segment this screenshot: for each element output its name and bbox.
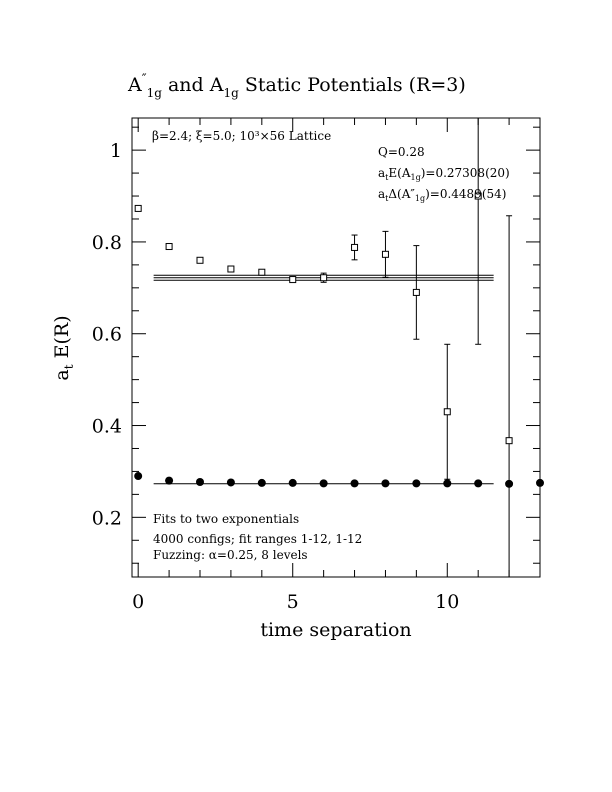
data-point-circle: [350, 479, 359, 488]
delta-pre: a: [378, 187, 385, 201]
e1g-post: )=0.27308(20): [421, 166, 510, 180]
data-point-square: [227, 265, 235, 273]
data-point-square: [320, 274, 328, 282]
data-point-square: [474, 192, 482, 200]
data-point-square: [351, 243, 359, 251]
e1g-mid: E(A: [388, 166, 410, 180]
title-mid: and A: [162, 74, 224, 96]
ylabel-rest: E(R): [51, 315, 73, 364]
data-point-circle: [319, 479, 328, 488]
y-tick-label: 1: [110, 140, 122, 162]
plot-frame: [131, 117, 541, 578]
data-point-square: [443, 408, 451, 416]
data-point-circle: [134, 472, 143, 481]
y-tick-label: 0.6: [92, 324, 122, 346]
note-line-1: Fits to two exponentials: [153, 512, 299, 526]
data-point-circle: [536, 478, 544, 487]
data-point-circle: [381, 479, 390, 488]
x-tick-label: 5: [287, 591, 299, 613]
e1g-pre: a: [378, 166, 385, 180]
y-tick-label: 0.8: [92, 232, 122, 254]
data-point-circle: [505, 479, 514, 488]
annotation-q: Q=0.28: [378, 145, 425, 159]
x-tick-label: 0: [132, 591, 144, 613]
e1g-sub1: t: [385, 173, 389, 182]
axis-tick-labels: 0 5 10 0.2 0.4 0.6 0.8 1: [92, 140, 460, 613]
axis-ticks: [132, 118, 541, 577]
title-prime: ″: [142, 72, 147, 87]
data-point-square: [165, 243, 173, 251]
data-point-square: [258, 268, 266, 276]
data-point-square: [134, 204, 142, 212]
y-tick-label: 0.2: [92, 507, 122, 529]
data-point-circle: [288, 478, 297, 487]
data-point-circle: [165, 476, 174, 485]
note-line-2: 4000 configs; fit ranges 1-12, 1-12: [153, 532, 362, 546]
data-point-circle: [443, 479, 452, 488]
delta-mid: Δ(A″: [388, 187, 415, 201]
chart-title: A″1g and A1g Static Potentials (R=3): [127, 72, 466, 100]
x-tick-label: 10: [435, 591, 459, 613]
annotation-e1g: atE(A1g)=0.27308(20): [378, 166, 510, 182]
delta-sub2: 1g: [415, 194, 425, 203]
title-sub2: 1g: [223, 86, 239, 100]
data-point-circle: [226, 478, 235, 487]
data-point-square: [196, 256, 204, 264]
fit-lines: [153, 274, 494, 485]
title-a: A: [127, 74, 142, 96]
data-point-square: [381, 250, 389, 258]
y-axis-label: at E(R): [51, 315, 76, 380]
note-line-3: Fuzzing: α=0.25, 8 levels: [153, 548, 308, 562]
title-sub1: 1g: [147, 86, 163, 100]
data-point-square: [505, 437, 513, 445]
delta-sub1: t: [385, 194, 389, 203]
e1g-sub2: 1g: [410, 173, 420, 182]
data-point-square: [289, 276, 297, 284]
data-point-circle: [474, 479, 483, 488]
annotation-lattice: β=2.4; ξ=5.0; 10³×56 Lattice: [152, 129, 331, 143]
data-point-circle: [412, 479, 421, 488]
data-markers: [134, 192, 544, 488]
x-axis-label: time separation: [260, 619, 411, 641]
annotation-delta: atΔ(A″1g)=0.4489(54): [378, 187, 506, 203]
data-point-circle: [257, 478, 266, 487]
delta-post: )=0.4489(54): [425, 187, 506, 201]
ylabel-sub: t: [62, 364, 76, 369]
data-point-square: [412, 288, 420, 296]
title-rest: Static Potentials (R=3): [239, 74, 466, 96]
data-point-circle: [196, 477, 204, 486]
ylabel-a: a: [51, 369, 73, 380]
y-tick-label: 0.4: [92, 416, 122, 438]
